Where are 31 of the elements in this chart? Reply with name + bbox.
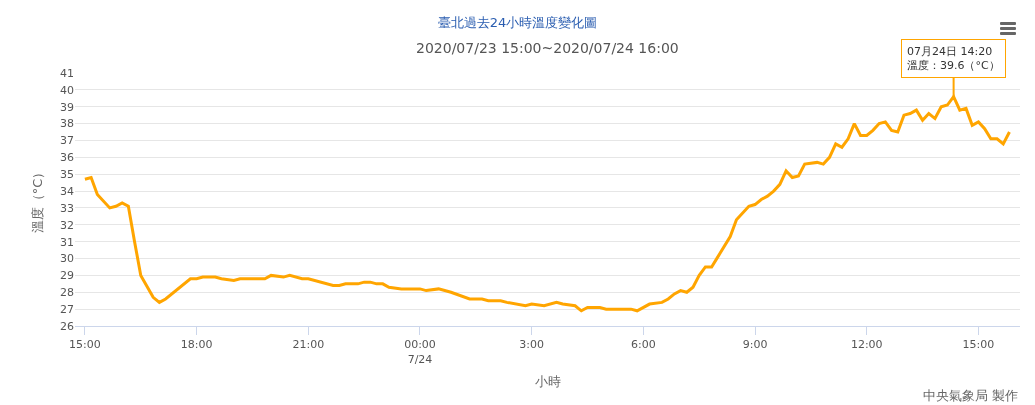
chart-title: 臺北過去24小時溫度變化圖 xyxy=(437,14,598,30)
y-axis-title: 溫度（°C） xyxy=(29,165,45,234)
y-tick-label: 28 xyxy=(60,286,74,300)
y-tick-label: 26 xyxy=(60,319,74,333)
x-tick-label: 6:00 xyxy=(631,338,656,352)
x-axis-title: 小時 xyxy=(534,374,561,390)
y-tick-label: 33 xyxy=(60,201,74,215)
x-tick-label: 12:00 xyxy=(850,338,883,352)
y-tick-label: 32 xyxy=(60,218,74,232)
y-tick-label: 31 xyxy=(60,235,74,249)
chart-subtitle: 2020/07/23 15:00~2020/07/24 16:00 xyxy=(416,40,679,56)
x-tick-label: 9:00 xyxy=(742,338,768,352)
x-tick-label: 15:00 xyxy=(69,338,101,352)
x-tick-label: 3:00 xyxy=(519,338,545,352)
y-tick-label: 27 xyxy=(60,302,74,316)
y-tick-label: 37 xyxy=(60,134,74,148)
x-tick-label: 18:00 xyxy=(180,338,213,352)
y-tick-label: 29 xyxy=(60,269,74,283)
x-tick-label: 00:00 7/24 xyxy=(404,338,436,366)
annotation: 07月24日 14:20 溫度：39.6（°C） xyxy=(907,45,1000,73)
x-tick-label: 21:00 xyxy=(292,338,325,352)
y-tick-label: 36 xyxy=(60,151,74,165)
x-tick-label: 15:00 xyxy=(962,338,995,352)
y-tick-label: 35 xyxy=(60,168,74,182)
y-tick-label: 39 xyxy=(60,100,74,114)
text: 中央氣象局 製作 xyxy=(923,388,1019,403)
y-tick-label: 41 xyxy=(60,66,74,80)
y-tick-label: 40 xyxy=(60,83,74,97)
y-tick-label: 34 xyxy=(60,184,74,198)
y-tick-label: 38 xyxy=(60,117,74,131)
y-tick-label: 30 xyxy=(60,252,74,266)
